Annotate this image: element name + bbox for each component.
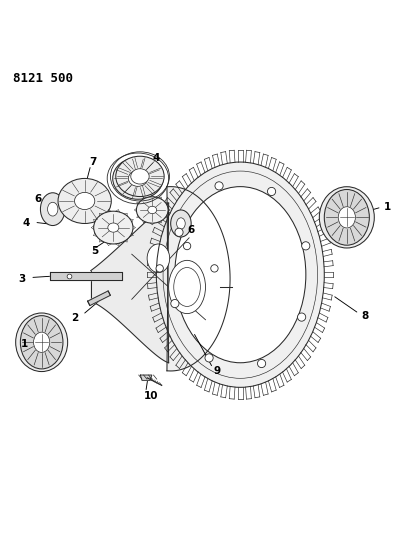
- Ellipse shape: [21, 316, 63, 369]
- Text: 1: 1: [21, 340, 28, 349]
- Ellipse shape: [113, 158, 163, 199]
- Ellipse shape: [136, 197, 168, 223]
- Text: 2: 2: [71, 313, 79, 322]
- Text: 9: 9: [214, 366, 221, 376]
- Text: 3: 3: [18, 274, 25, 284]
- Ellipse shape: [116, 156, 164, 197]
- Ellipse shape: [131, 169, 149, 184]
- Ellipse shape: [34, 332, 50, 352]
- Circle shape: [302, 242, 310, 250]
- Ellipse shape: [324, 190, 369, 245]
- Polygon shape: [91, 203, 169, 363]
- Text: 4: 4: [23, 219, 30, 229]
- Circle shape: [205, 354, 213, 362]
- Text: 6: 6: [187, 224, 194, 235]
- Polygon shape: [167, 187, 230, 371]
- Circle shape: [175, 228, 183, 237]
- Text: 4: 4: [152, 153, 159, 163]
- Circle shape: [298, 313, 306, 321]
- Text: 8121 500: 8121 500: [13, 72, 73, 85]
- Ellipse shape: [74, 192, 95, 209]
- Ellipse shape: [16, 313, 68, 372]
- Text: 8: 8: [361, 311, 368, 321]
- Ellipse shape: [48, 202, 58, 216]
- Ellipse shape: [319, 187, 374, 248]
- Ellipse shape: [148, 206, 157, 214]
- Ellipse shape: [94, 211, 133, 244]
- Text: 5: 5: [91, 246, 98, 256]
- Ellipse shape: [169, 260, 206, 313]
- Ellipse shape: [171, 210, 191, 237]
- Circle shape: [211, 265, 218, 272]
- Text: 7: 7: [89, 157, 96, 167]
- Circle shape: [215, 182, 223, 190]
- Ellipse shape: [128, 171, 148, 187]
- Circle shape: [268, 188, 276, 196]
- Text: 1: 1: [384, 202, 391, 212]
- Ellipse shape: [58, 179, 111, 223]
- Circle shape: [156, 265, 164, 272]
- Polygon shape: [50, 272, 122, 280]
- Ellipse shape: [147, 244, 170, 273]
- Text: 6: 6: [35, 194, 42, 204]
- Circle shape: [171, 300, 179, 308]
- Polygon shape: [88, 291, 110, 305]
- Ellipse shape: [338, 207, 356, 228]
- Ellipse shape: [40, 193, 65, 225]
- Polygon shape: [141, 375, 152, 381]
- Ellipse shape: [108, 223, 119, 232]
- Text: 10: 10: [144, 391, 159, 400]
- Ellipse shape: [175, 187, 306, 363]
- Circle shape: [183, 243, 191, 249]
- Ellipse shape: [177, 218, 185, 229]
- Circle shape: [257, 359, 266, 368]
- Ellipse shape: [156, 162, 324, 387]
